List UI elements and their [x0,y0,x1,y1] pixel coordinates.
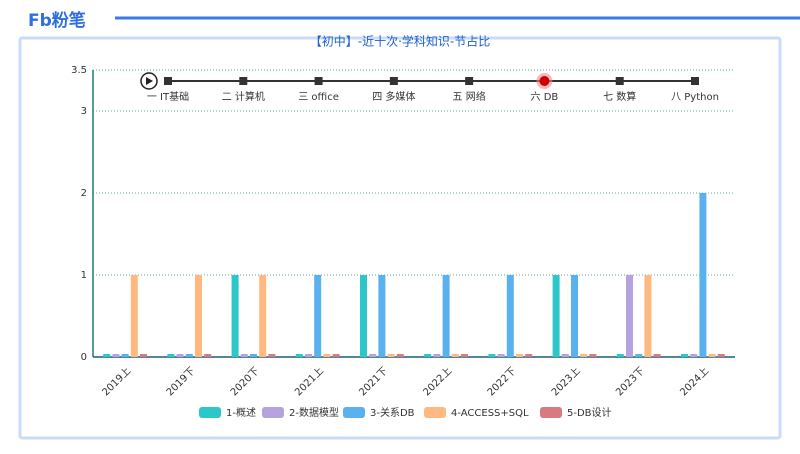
bar [112,354,120,357]
bar [497,354,505,357]
legend-swatch [540,407,562,418]
timeline-active[interactable] [539,76,550,86]
legend-swatch [343,407,365,418]
bar [442,275,450,357]
bar [195,275,202,357]
legend-swatch [262,407,284,418]
legend-swatch [424,407,446,418]
y-tick-label: 3 [81,106,87,117]
y-tick-label: 1 [81,270,87,281]
timeline-label[interactable]: 二 计算机 [222,90,265,103]
timeline-node[interactable] [615,77,624,85]
legend-label: 4-ACCESS+SQL [451,408,529,419]
legend-label: 2-数据模型 [289,406,339,419]
bar [140,354,147,357]
chart-title: 【初中】-近十次·学科知识-节占比 [310,34,490,49]
legend-label: 1-概述 [226,406,256,419]
bar [387,354,395,357]
bar [525,354,533,357]
y-tick-label: 3.5 [71,65,87,76]
timeline-node[interactable] [389,77,398,85]
bar [488,354,496,357]
bar [616,354,624,357]
legend-swatch [199,407,221,418]
bar [571,275,578,357]
bar [433,354,441,357]
bar [580,354,588,357]
bar [295,354,303,357]
bar [185,354,193,357]
legend-label: 3-关系DB [370,406,415,419]
legend-label: 5-DB设计 [567,406,612,419]
bar [314,275,322,357]
timeline-label[interactable]: 四 多媒体 [372,90,415,103]
bar [708,354,716,357]
bar [626,275,633,357]
timeline-node[interactable] [314,77,323,85]
bar [360,275,367,357]
bar [552,275,560,357]
timeline-label[interactable]: 五 网络 [453,90,486,103]
bar [268,354,276,357]
bar [240,354,248,357]
bar [103,354,111,357]
y-tick-label: 0 [81,352,87,363]
timeline-node[interactable] [239,77,248,85]
bar [699,193,707,357]
bar [717,354,725,357]
bar [451,354,459,357]
bar [176,354,184,357]
bar [250,354,257,357]
y-tick-label: 2 [81,188,87,199]
bar [681,354,688,357]
bar [231,275,239,357]
bar [396,354,404,357]
timeline-label[interactable]: 三 office [298,92,339,103]
bar [644,275,652,357]
timeline-node[interactable] [465,77,474,85]
bar [378,275,386,357]
timeline-node[interactable] [164,77,172,85]
bar [653,354,661,357]
bar [635,354,643,357]
bar [369,354,377,357]
bar [332,354,340,357]
bar [323,354,331,357]
timeline-label[interactable]: 一 IT基础 [147,90,189,103]
bar [561,354,569,357]
logo: Fb粉笔 [28,10,86,31]
bar [516,354,523,357]
bar [461,354,468,357]
timeline-label[interactable]: 六 DB [531,91,559,103]
bar [506,275,514,357]
bar [305,354,312,357]
bar [424,354,432,357]
play-icon [146,77,153,85]
bar [589,354,597,357]
timeline-label[interactable]: 八 Python [671,92,719,103]
bar [259,275,267,357]
timeline-label[interactable]: 七 数算 [603,90,636,103]
bar [121,354,129,357]
bar [130,275,138,357]
panel [18,36,782,440]
bar [204,354,212,357]
timeline-node[interactable] [691,77,699,85]
bar [690,354,698,357]
bar [167,354,175,357]
